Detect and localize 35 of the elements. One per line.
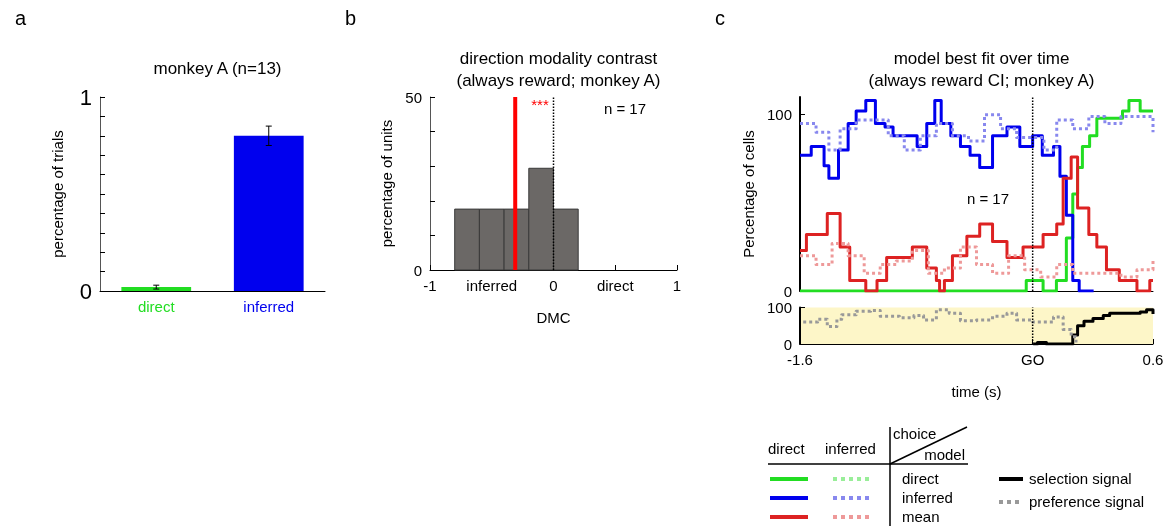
x-tick-label: -1	[423, 277, 437, 294]
y-tick-label: 100	[766, 299, 792, 316]
text: inferred	[902, 489, 953, 506]
chart-title: monkey A (n=13)	[153, 58, 282, 78]
annotation: ***	[531, 95, 549, 113]
text: c	[715, 7, 725, 29]
x-axis-title: time (s)	[951, 383, 1002, 400]
y-tick-label: 0	[783, 335, 792, 353]
text: inferred	[825, 440, 876, 457]
y-axis-title: percentage of trials	[49, 130, 66, 258]
annotation: n = 17	[603, 99, 647, 117]
x-axis-title: DMC	[536, 309, 571, 326]
text: choice	[893, 425, 937, 442]
chart-title: model best fit over time (always reward CI; monkey A)	[868, 48, 1095, 90]
annotation: n = 17	[966, 189, 1010, 207]
text: mean	[902, 508, 940, 525]
x-tick-label: GO	[1020, 351, 1045, 368]
chart-title: direction modality contrast (always reward; monkey A)	[456, 48, 661, 90]
x-tick-label: direct	[596, 277, 635, 294]
y-axis-title: Percentage of cells	[740, 130, 758, 258]
text: direct	[902, 470, 940, 487]
y-tick-label: 50	[405, 88, 422, 106]
y-axis-title: percentage of units	[378, 119, 396, 248]
text: b	[345, 7, 357, 29]
text: preference signal	[1029, 493, 1145, 510]
x-tick-label: -1.6	[787, 351, 813, 368]
x-tick-label: inferred	[466, 277, 518, 294]
text: a	[15, 7, 27, 29]
x-tick-label: 0.6	[1142, 351, 1164, 368]
y-tick-label: 100	[766, 106, 792, 124]
text: direct	[768, 440, 806, 457]
text: selection signal	[1029, 470, 1132, 487]
x-tick-label: 1	[672, 277, 682, 294]
text: model	[924, 446, 965, 463]
x-tick-label: 0	[549, 277, 558, 294]
